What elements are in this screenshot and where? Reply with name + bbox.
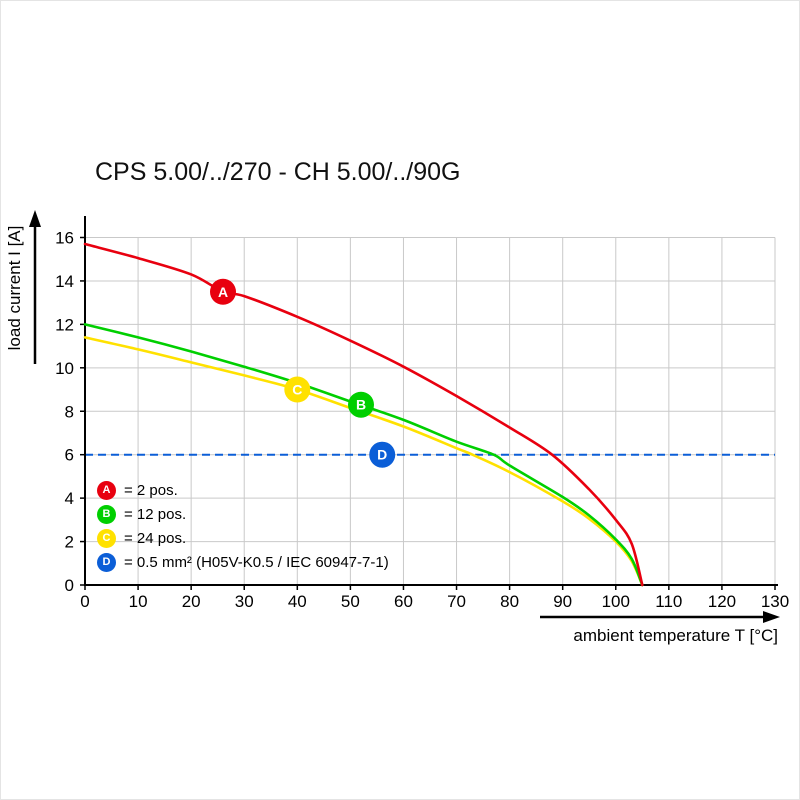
marker-b <box>348 391 374 418</box>
curves-layer <box>83 242 644 587</box>
axis-arrows-layer <box>29 210 780 623</box>
marker-letter-d: D <box>377 447 387 463</box>
legend-item-d: D = 0.5 mm² (H05V-K0.5 / IEC 60947-7-1) <box>97 550 389 574</box>
x-tick-label: 0 <box>80 592 89 611</box>
marker-letter-b: B <box>356 397 366 413</box>
x-tick-label: 130 <box>761 592 789 611</box>
marker-d <box>369 441 396 468</box>
legend: A = 2 pos. B = 12 pos. C = 24 pos. D = 0.5 mm² … <box>97 478 389 574</box>
marker-letter-c: C <box>292 382 302 398</box>
y-tick-label: 4 <box>65 489 74 508</box>
marker-a <box>210 278 236 305</box>
x-tick-label: 80 <box>500 592 519 611</box>
y-tick-label: 10 <box>55 359 74 378</box>
tick-layer: 0 10 20 30 40 50 60 70 80 90 100 110 120 130 0 2 4 6 8 10 12… <box>55 229 789 612</box>
markers-layer: A B C D <box>210 278 396 468</box>
x-tick-label: 20 <box>182 592 201 611</box>
curve-a-2-pos- <box>83 242 644 587</box>
x-tick-label: 60 <box>394 592 413 611</box>
x-tick-label: 30 <box>235 592 254 611</box>
x-tick-label: 50 <box>341 592 360 611</box>
x-axis-arrow-head <box>763 611 780 623</box>
legend-marker-b-icon: B <box>97 504 116 524</box>
x-tick-label: 40 <box>288 592 307 611</box>
curve-c-24-pos- <box>83 336 644 587</box>
y-tick-label: 14 <box>55 272 74 291</box>
legend-item-a: A = 2 pos. <box>97 478 389 502</box>
y-tick-label: 16 <box>55 229 74 248</box>
legend-label-c: = 24 pos. <box>124 529 187 547</box>
marker-letter-a: A <box>218 284 228 300</box>
x-tick-label: 120 <box>708 592 736 611</box>
axes-layer <box>84 216 778 586</box>
x-tick-label: 100 <box>602 592 630 611</box>
y-tick-label: 12 <box>55 315 74 334</box>
x-tick-label: 10 <box>129 592 148 611</box>
marker-c <box>284 376 311 403</box>
x-axis-label: ambient temperature T [°C] <box>573 626 778 645</box>
legend-label-a: = 2 pos. <box>124 481 178 499</box>
chart-title: CPS 5.00/../270 - CH 5.00/../90G <box>95 158 461 186</box>
legend-label-b: = 12 pos. <box>124 505 187 523</box>
legend-marker-d-icon: D <box>97 552 116 572</box>
x-tick-label: 110 <box>655 592 682 611</box>
y-tick-label: 6 <box>65 446 74 465</box>
curve-b-12-pos- <box>83 323 644 587</box>
y-tick-label: 0 <box>65 576 74 595</box>
legend-item-c: C = 24 pos. <box>97 526 389 550</box>
y-tick-label: 8 <box>65 402 74 421</box>
legend-marker-c-icon: C <box>97 528 116 548</box>
legend-item-b: B = 12 pos. <box>97 502 389 526</box>
legend-marker-a-icon: A <box>97 480 116 500</box>
y-axis-arrow-head <box>29 210 41 227</box>
y-axis-label: load current I [A] <box>5 226 24 351</box>
y-tick-label: 2 <box>65 533 74 552</box>
x-tick-label: 90 <box>553 592 572 611</box>
legend-label-d: = 0.5 mm² (H05V-K0.5 / IEC 60947-7-1) <box>124 553 389 571</box>
x-tick-label: 70 <box>447 592 466 611</box>
